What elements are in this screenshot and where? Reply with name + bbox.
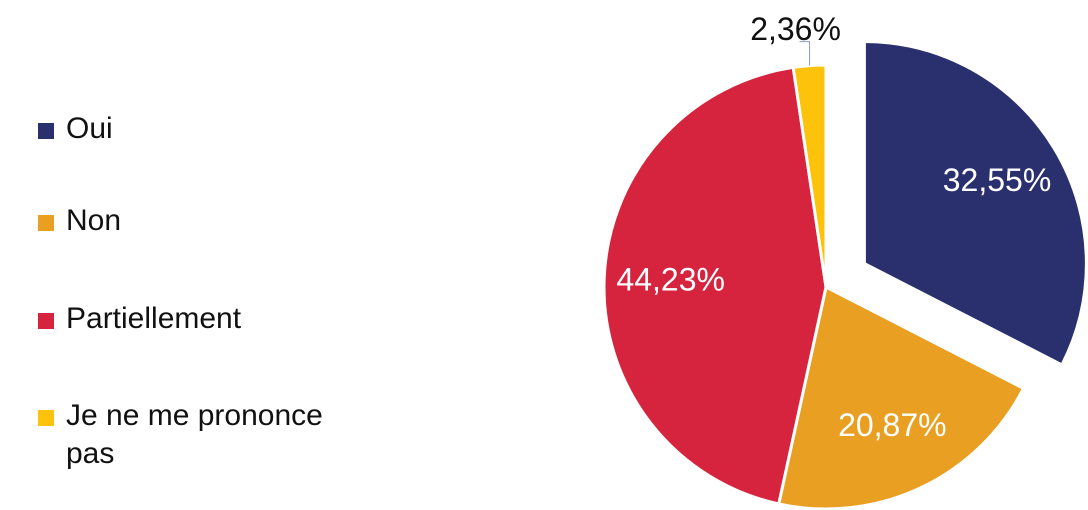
legend-swatch (38, 410, 54, 426)
legend-label: Oui (66, 112, 113, 145)
legend-swatch (38, 123, 54, 139)
data-label: 32,55% (943, 162, 1052, 198)
legend-swatch (38, 313, 54, 329)
pie-slice (862, 40, 1088, 367)
data-label: 44,23% (616, 261, 725, 297)
data-label: 20,87% (838, 407, 947, 443)
leader-line (799, 41, 811, 66)
legend-label: Non (66, 204, 122, 237)
pie-slice (776, 284, 1026, 510)
legend-label: Je ne me prononce pas (66, 399, 323, 470)
legend-swatch (38, 215, 54, 231)
pie-slice (602, 65, 828, 506)
legend-label: Partiellement (66, 302, 242, 335)
data-label: 2,36% (750, 11, 841, 47)
